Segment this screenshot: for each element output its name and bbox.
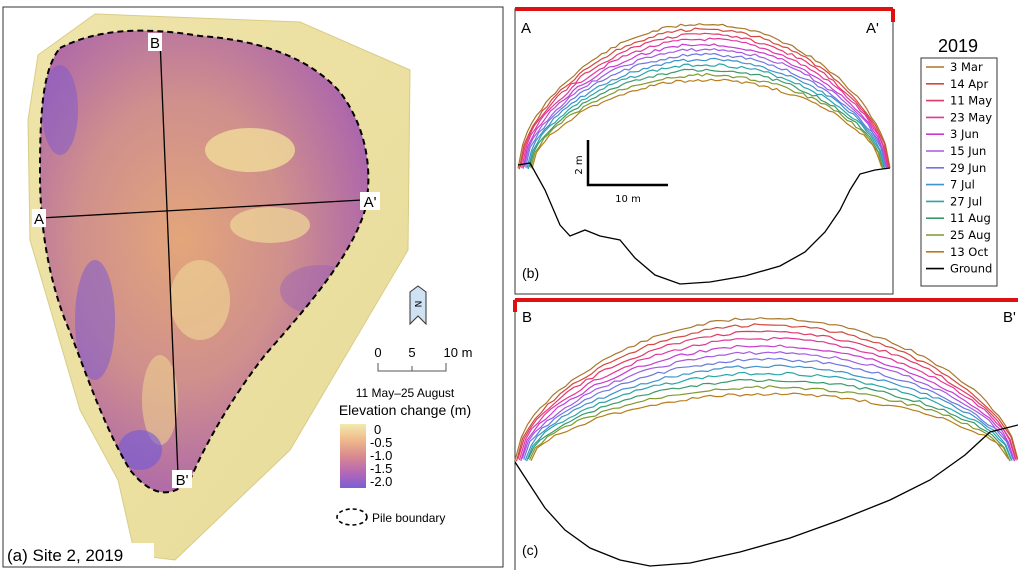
legend-entry-label: 14 Apr	[950, 77, 988, 91]
panel-c-left-end: B	[522, 309, 532, 326]
point-a-label: A	[34, 211, 44, 228]
survey-profile-line	[526, 57, 886, 169]
point-b-prime-label: B'	[176, 472, 189, 489]
legend-title: Elevation change (m)	[339, 402, 471, 418]
survey-profile-line	[528, 385, 1010, 461]
north-label: N	[412, 301, 422, 308]
survey-profile-line	[515, 323, 1018, 462]
survey-profile-line	[517, 330, 1017, 461]
legend-entry-label: 7 Jul	[950, 178, 975, 192]
legend-entry-label: 25 Aug	[950, 228, 991, 242]
survey-profile-line	[524, 364, 1013, 461]
scale-horizontal-label: 10 m	[615, 194, 641, 205]
panel-c-frame	[514, 299, 1018, 570]
legend-box	[920, 57, 998, 287]
point-b-label: B	[150, 35, 160, 52]
legend-entry-label: 23 May	[950, 110, 992, 124]
survey-profile-line	[520, 344, 1016, 462]
survey-profile-line	[526, 371, 1012, 462]
legend-entry-label: 13 Oct	[950, 245, 989, 259]
transect-b	[159, 39, 179, 476]
profile-c-lines	[514, 317, 1018, 567]
survey-profile-line	[521, 351, 1015, 461]
scale-tick-0: 0	[374, 345, 381, 360]
panel-c-right-end: B'	[1003, 309, 1016, 326]
survey-profile-line	[517, 23, 891, 169]
survey-profile-line	[522, 43, 888, 170]
date-legend: 2019 3 Mar 14 Apr 11 May 23 May 3 Jun 15 Jun 2…	[920, 36, 998, 287]
panel-a: A A' B B' N 0 5 10 m 11 May–25 August El…	[2, 6, 504, 568]
legend-entry-label: 15 Jun	[950, 144, 986, 158]
legend-value-4: -2.0	[370, 474, 392, 489]
panel-b-left-end: A	[521, 20, 531, 37]
legend-entry-label: 11 Aug	[950, 211, 991, 225]
legend-entry-label: 27 Jul	[950, 194, 982, 208]
legend-colorbar	[340, 424, 366, 488]
panel-a-caption: (a) Site 2, 2019	[7, 546, 123, 565]
survey-profile-line	[525, 52, 886, 168]
survey-profile-line	[523, 357, 1014, 460]
panel-b-scale-bar	[586, 140, 668, 187]
north-arrow-icon: N	[409, 285, 427, 326]
legend-entry-label: 3 Jun	[950, 127, 979, 141]
scale-tick-10: 10 m	[444, 345, 473, 360]
legend-value-2: -1.0	[370, 448, 392, 463]
point-a-prime-label: A'	[364, 194, 377, 211]
survey-profile-line	[514, 317, 1018, 461]
survey-profile-line	[519, 32, 890, 169]
survey-profile-line	[527, 378, 1011, 462]
legend-year: 2019	[938, 36, 978, 56]
transect-a	[39, 199, 363, 219]
survey-profile-line	[518, 336, 1016, 461]
boundary-legend-icon	[336, 508, 368, 526]
panel-b-frame	[514, 8, 894, 295]
map-scale-bar: 0 5 10 m	[374, 345, 473, 372]
scale-tick-5: 5	[408, 345, 415, 360]
panel-b-right-end: A'	[866, 20, 879, 37]
panel-b-label: (b)	[522, 265, 539, 281]
survey-profile-line	[527, 63, 885, 170]
profile-b-lines	[517, 23, 891, 285]
boundary-legend-label: Pile boundary	[372, 511, 445, 525]
panel-c: B B' (c)	[513, 298, 1018, 570]
legend-entry-label: 3 Mar	[950, 60, 983, 74]
ground-profile-line	[514, 424, 1018, 567]
survey-profile-line	[521, 37, 889, 169]
panel-b: A A' (b) 2 m 10 m	[514, 7, 895, 295]
survey-profile-line	[528, 68, 884, 170]
legend-value-0: 0	[374, 422, 381, 437]
survey-profile-line	[531, 78, 883, 169]
legend-entry-label: 11 May	[950, 94, 992, 108]
survey-profile-line	[518, 27, 890, 170]
legend-entry-label: Ground	[950, 262, 992, 276]
legend-value-1: -0.5	[370, 435, 392, 450]
survey-profile-line	[530, 72, 883, 169]
ground-profile-line	[517, 162, 891, 285]
legend-period: 11 May–25 August	[356, 386, 455, 400]
panel-c-label: (c)	[522, 542, 538, 558]
survey-profile-line	[530, 392, 1009, 461]
scale-vertical-label: 2 m	[574, 155, 585, 174]
legend-value-3: -1.5	[370, 461, 392, 476]
legend-entry-label: 29 Jun	[950, 161, 986, 175]
pile-boundary	[38, 29, 370, 494]
survey-profile-line	[523, 47, 887, 169]
